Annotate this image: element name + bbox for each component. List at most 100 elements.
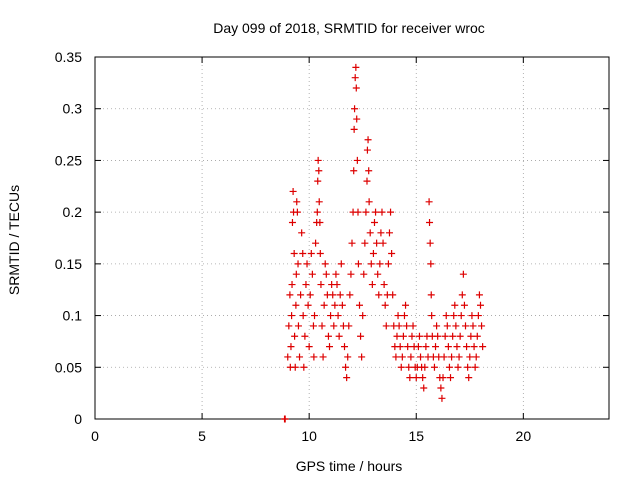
data-point: [303, 260, 311, 268]
data-point: [290, 250, 298, 258]
data-point: [314, 177, 322, 185]
data-point: [363, 146, 371, 154]
data-point: [427, 260, 435, 268]
data-point: [329, 291, 337, 299]
data-point: [471, 363, 479, 371]
data-point: [318, 322, 326, 330]
data-point: [470, 343, 478, 351]
y-axis-label: SRMTID / TECUs: [6, 185, 22, 295]
data-point: [321, 260, 329, 268]
data-point: [443, 322, 451, 330]
data-point: [455, 353, 463, 361]
data-point: [454, 363, 462, 371]
data-point: [397, 363, 405, 371]
data-point: [414, 343, 422, 351]
data-point: [376, 260, 384, 268]
data-point: [417, 353, 425, 361]
data-point: [297, 291, 305, 299]
data-point: [305, 343, 313, 351]
data-point: [309, 322, 317, 330]
data-point: [395, 322, 403, 330]
x-tick-label: 15: [408, 428, 424, 444]
data-point: [462, 322, 470, 330]
data-point: [284, 353, 292, 361]
data-point: [346, 291, 354, 299]
x-axis-label: GPS time / hours: [296, 458, 403, 474]
data-point: [450, 312, 458, 320]
data-point: [479, 343, 487, 351]
data-point: [399, 332, 407, 340]
y-axis: 0 0.05 0.1 0.15 0.2 0.25 0.3 0.35: [55, 49, 609, 427]
y-tick-label: 0.25: [55, 152, 82, 168]
data-point: [294, 260, 302, 268]
data-point: [292, 301, 300, 309]
data-points: [281, 63, 487, 423]
data-point: [473, 332, 481, 340]
data-point: [398, 353, 406, 361]
data-point: [352, 63, 360, 71]
y-tick-label: 0.2: [63, 204, 83, 220]
data-point: [345, 322, 353, 330]
data-point: [317, 281, 325, 289]
data-point: [362, 208, 370, 216]
data-point: [442, 312, 450, 320]
data-point: [370, 218, 378, 226]
data-point: [452, 322, 460, 330]
data-point: [372, 208, 380, 216]
data-point: [447, 374, 455, 382]
data-point: [327, 312, 335, 320]
x-tick-label: 20: [516, 428, 532, 444]
data-point: [466, 353, 474, 361]
data-point: [415, 332, 423, 340]
data-point: [440, 353, 448, 361]
data-point: [426, 218, 434, 226]
data-point: [330, 322, 338, 330]
data-point: [324, 332, 332, 340]
data-point: [463, 343, 471, 351]
data-point: [425, 198, 433, 206]
data-point: [439, 374, 447, 382]
y-tick-label: 0.1: [63, 308, 83, 324]
data-point: [334, 312, 342, 320]
data-point: [459, 270, 467, 278]
data-point: [306, 291, 314, 299]
data-point: [322, 270, 330, 278]
data-point: [326, 343, 334, 351]
data-point: [360, 270, 368, 278]
data-point: [281, 415, 289, 423]
data-point: [319, 353, 327, 361]
data-point: [341, 343, 349, 351]
data-point: [359, 312, 367, 320]
data-point: [374, 270, 382, 278]
data-point: [405, 363, 413, 371]
data-point: [472, 353, 480, 361]
data-point: [422, 343, 430, 351]
chart-title: Day 099 of 2018, SRMTID for receiver wro…: [213, 20, 485, 36]
data-point: [366, 229, 374, 237]
data-point: [367, 260, 375, 268]
data-point: [460, 301, 468, 309]
data-point: [378, 208, 386, 216]
data-point: [344, 353, 352, 361]
data-point: [307, 250, 315, 258]
data-point: [332, 270, 340, 278]
data-point: [316, 218, 324, 226]
data-point: [336, 291, 344, 299]
data-point: [402, 301, 410, 309]
data-point: [385, 229, 393, 237]
data-point: [403, 322, 411, 330]
data-point: [375, 291, 383, 299]
data-point: [433, 322, 441, 330]
data-point: [343, 374, 351, 382]
data-point: [408, 332, 416, 340]
y-tick-label: 0.3: [63, 101, 83, 117]
data-point: [465, 374, 473, 382]
data-point: [335, 332, 343, 340]
data-point: [393, 332, 401, 340]
data-point: [426, 239, 434, 247]
data-point: [331, 301, 339, 309]
data-point: [354, 208, 362, 216]
data-point: [338, 301, 346, 309]
data-point: [384, 260, 392, 268]
